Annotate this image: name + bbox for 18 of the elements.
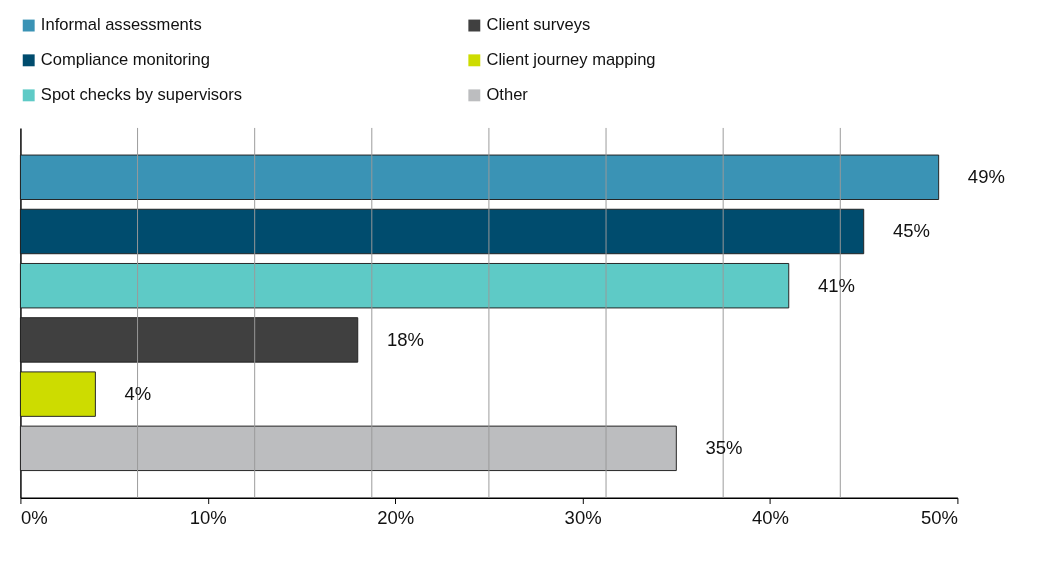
data-label: 45% [892,220,930,242]
x-tick-label: 40% [752,507,789,529]
data-label: 35% [705,437,743,459]
x-tick-label: 0% [20,507,48,529]
legend-label: Client surveys [486,15,591,35]
x-tick-label: 10% [189,507,227,529]
legend-label: Client journey mapping [486,50,656,70]
legend-label: Compliance monitoring [40,50,210,70]
data-label: 49% [967,166,1005,188]
legend-label: Other [486,85,529,105]
x-tick-label: 50% [920,507,958,529]
legend-label: Spot checks by supervisors [40,85,243,105]
data-label: 41% [817,274,855,296]
data-label: 18% [386,328,424,350]
x-tick-label: 20% [377,507,415,529]
x-tick-label: 30% [564,507,602,529]
legend-label: Informal assessments [40,15,202,35]
data-label: 4% [124,382,152,404]
